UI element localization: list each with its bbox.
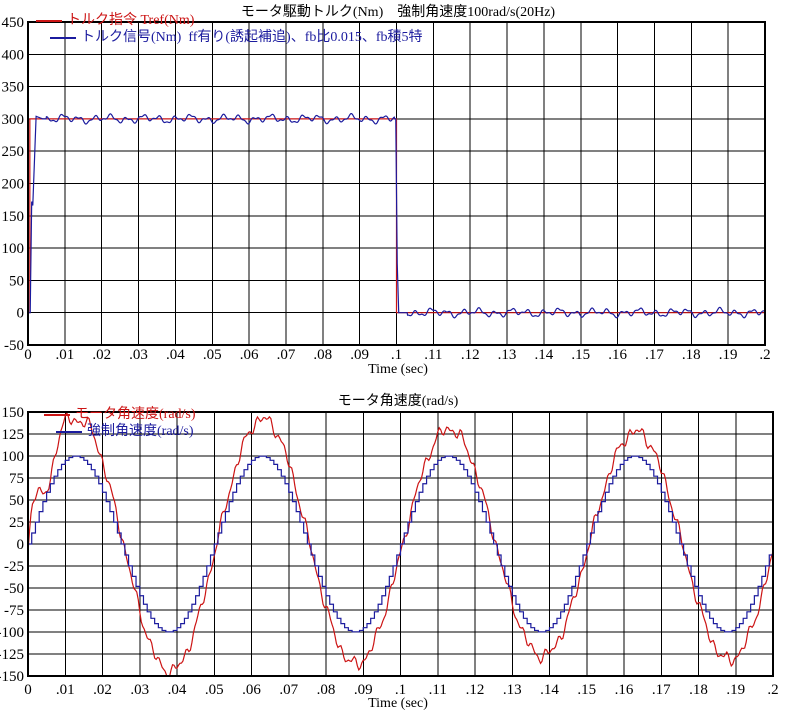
torque-legend-item-signal: トルク信号(Nm) ff有り(誘起補追)、fb比0.015、fb積5特 xyxy=(50,30,423,45)
y-tick-label: -25 xyxy=(4,559,24,575)
x-tick-label: .18 xyxy=(682,347,701,363)
series-line-blue xyxy=(28,455,773,633)
x-tick-label: .16 xyxy=(615,682,634,698)
y-tick-label: 400 xyxy=(2,47,25,63)
x-tick-label: .13 xyxy=(498,347,517,363)
x-tick-label: .05 xyxy=(203,347,222,363)
x-tick-label: .01 xyxy=(56,682,75,698)
speed-x-axis-label: Time (sec) xyxy=(368,696,428,711)
y-tick-label: -125 xyxy=(0,647,24,663)
x-tick-label: .03 xyxy=(130,682,149,698)
y-tick-label: 25 xyxy=(9,515,24,531)
x-tick-label: .2 xyxy=(767,682,778,698)
y-tick-label: 75 xyxy=(9,471,24,487)
x-tick-label: .18 xyxy=(689,682,708,698)
series-line-blue xyxy=(28,112,765,319)
x-tick-label: .12 xyxy=(461,347,480,363)
y-tick-label: 150 xyxy=(2,405,25,421)
x-tick-label: .16 xyxy=(608,347,627,363)
speed-legend-item-motor: モータ角速度(rad/s) xyxy=(44,407,196,422)
x-tick-label: 0 xyxy=(24,682,32,698)
y-tick-label: 300 xyxy=(2,112,25,128)
blue-line-swatch xyxy=(50,36,76,39)
torque-chart-title: モータ駆動トルク(Nm) 強制角速度100rad/s(20Hz) xyxy=(240,5,556,20)
speed-legend-item-forced: 強制角速度(rad/s) xyxy=(56,424,194,439)
speed-chart-plot: 0 .01 .02 .03 .04 .05 .06 .07 .08 .09 .1 .11 .12 .13.… xyxy=(0,405,779,698)
y-tick-label: 125 xyxy=(2,427,25,443)
y-tick-label: 250 xyxy=(2,144,25,160)
y-tick-label: 50 xyxy=(9,493,24,509)
speed-chart-title: モータ角速度(rad/s) xyxy=(337,394,459,409)
x-tick-label: .06 xyxy=(240,347,259,363)
x-tick-label: 0 xyxy=(24,347,32,363)
torque-legend-label-command: トルク指令 Tref(Nm) xyxy=(67,13,195,28)
red-line-swatch xyxy=(44,413,70,416)
x-tick-label: .01 xyxy=(55,347,74,363)
y-tick-label: 150 xyxy=(2,209,25,225)
y-tick-label: 0 xyxy=(17,537,25,553)
y-tick-label: 100 xyxy=(2,241,25,257)
x-tick-label: .09 xyxy=(350,347,369,363)
torque-legend-label-signal: トルク信号(Nm) ff有り(誘起補追)、fb比0.015、fb積5特 xyxy=(81,30,423,45)
x-tick-label: .02 xyxy=(92,347,111,363)
x-tick-label: .03 xyxy=(129,347,148,363)
y-tick-label: 50 xyxy=(9,273,24,289)
plot-border xyxy=(27,411,774,677)
x-tick-label: .06 xyxy=(242,682,261,698)
y-tick-label: -75 xyxy=(4,603,24,619)
torque-chart-plot: 0 .01 .02 .03 .04 .05 .06 .07 .08 .09 .1 .11 .12 .13.… xyxy=(2,15,771,363)
x-tick-label: .17 xyxy=(652,682,671,698)
speed-legend-label-motor: モータ角速度(rad/s) xyxy=(75,407,196,422)
x-tick-label: .2 xyxy=(759,347,770,363)
x-tick-label: .15 xyxy=(571,347,590,363)
y-tick-label: -50 xyxy=(4,581,24,597)
y-tick-label: -50 xyxy=(4,338,24,354)
y-tick-label: 200 xyxy=(2,177,25,193)
red-line-swatch xyxy=(36,19,62,22)
x-tick-label: .11 xyxy=(429,682,447,698)
speed-legend-label-forced: 強制角速度(rad/s) xyxy=(87,424,194,439)
y-tick-label: 350 xyxy=(2,80,25,96)
x-tick-label: .19 xyxy=(719,347,738,363)
x-tick-label: .11 xyxy=(424,347,442,363)
x-tick-label: .08 xyxy=(317,682,336,698)
x-tick-label: .02 xyxy=(93,682,112,698)
speed-chart: 0 .01 .02 .03 .04 .05 .06 .07 .08 .09 .1 .11 .12 .13.… xyxy=(0,388,796,724)
x-tick-label: .15 xyxy=(577,682,596,698)
y-tick-label: -150 xyxy=(0,669,24,685)
y-tick-label: 0 xyxy=(17,306,25,322)
torque-x-axis-label: Time (sec) xyxy=(368,362,428,377)
x-tick-label: .07 xyxy=(277,347,296,363)
x-tick-label: .14 xyxy=(540,682,559,698)
torque-legend-item-command: トルク指令 Tref(Nm) xyxy=(36,13,194,28)
y-tick-label: 450 xyxy=(2,15,25,31)
x-tick-label: .08 xyxy=(313,347,332,363)
x-tick-label: .17 xyxy=(645,347,664,363)
y-tick-label: -100 xyxy=(0,625,24,641)
x-tick-label: .07 xyxy=(279,682,298,698)
x-tick-label: .19 xyxy=(726,682,745,698)
x-tick-label: .04 xyxy=(168,682,187,698)
torque-chart: 0 .01 .02 .03 .04 .05 .06 .07 .08 .09 .1 .11 .12 .13.… xyxy=(2,5,771,377)
x-tick-label: .1 xyxy=(395,682,406,698)
x-tick-label: .05 xyxy=(205,682,224,698)
x-tick-label: .1 xyxy=(391,347,402,363)
x-tick-label: .13 xyxy=(503,682,522,698)
plot-border xyxy=(27,21,766,346)
y-tick-label: 100 xyxy=(2,449,25,465)
x-tick-label: .12 xyxy=(466,682,485,698)
blue-line-swatch xyxy=(56,430,82,433)
x-tick-label: .09 xyxy=(354,682,373,698)
x-tick-label: .04 xyxy=(166,347,185,363)
x-tick-label: .14 xyxy=(535,347,554,363)
